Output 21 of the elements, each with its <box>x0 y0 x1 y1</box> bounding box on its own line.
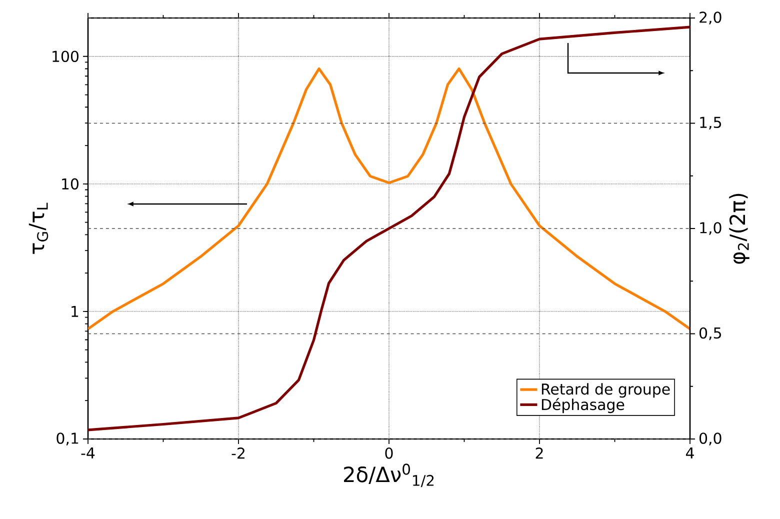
y-tick-label: 1 <box>72 306 78 317</box>
y2-tick-label: 1,5 <box>700 116 721 130</box>
x-tick-label: 0 <box>385 447 393 459</box>
y2-tick-label: 1,0 <box>700 222 722 235</box>
y2-tick-label: 2,0 <box>700 12 722 24</box>
y2-tick-label: 0,5 <box>700 327 721 340</box>
x-tick-label: -2 <box>232 447 244 459</box>
line-series <box>88 26 690 432</box>
x-tick-label: 2 <box>536 447 543 459</box>
y-tick-label: 0,1 <box>56 432 78 446</box>
line-series <box>88 67 690 330</box>
y-tick-label: 100 <box>52 50 78 62</box>
legend-label: Déphasage <box>542 398 624 414</box>
legend-label: Retard de groupe <box>542 383 670 398</box>
y-axis-title: τ$_{G}$/τ$_{L}$ <box>28 202 48 254</box>
y-tick-label: 10 <box>62 178 78 190</box>
x-tick-label: 4 <box>686 448 694 458</box>
y2-tick-label: 0,0 <box>700 432 722 446</box>
x-tick-label: -4 <box>81 448 95 458</box>
x-axis-title: 2δ/Δν$^{0}$1/2 <box>344 464 434 488</box>
y2-axis-title: φ$_{2}$/(2π) <box>729 194 750 264</box>
